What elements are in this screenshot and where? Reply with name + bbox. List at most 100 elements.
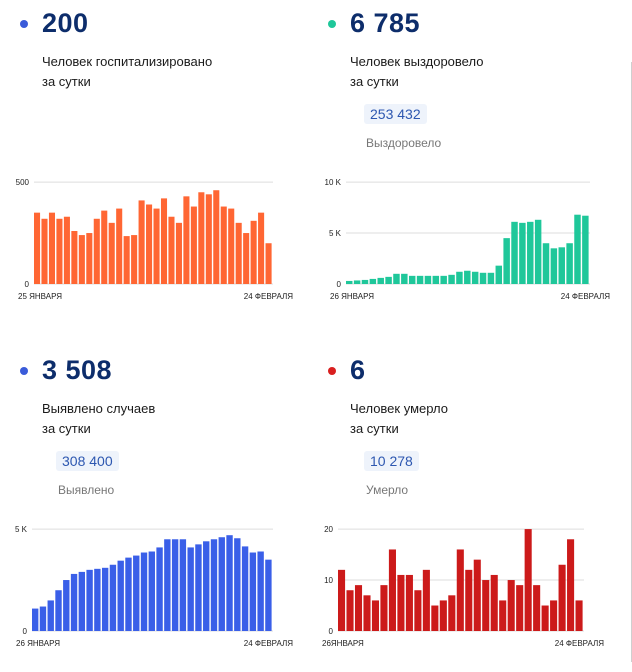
bar [228, 208, 235, 284]
bar [71, 231, 78, 284]
bar [235, 222, 242, 284]
bar [533, 585, 541, 631]
y-tick-label: 10 K [325, 178, 342, 187]
bar [408, 275, 416, 284]
bar [431, 605, 439, 631]
bar [234, 538, 241, 631]
bar [499, 600, 507, 631]
bar [78, 571, 86, 631]
bar [241, 546, 249, 631]
y-tick-label: 10 [324, 576, 333, 585]
y-tick-label: 20 [324, 525, 333, 534]
x-start-label: 26 ЯНВАРЯ [16, 639, 60, 648]
cases-total-label: Выявлено [58, 483, 115, 497]
bar [346, 280, 353, 284]
caption-line-2: за сутки [42, 74, 91, 89]
hospitalized-caption: Человек госпитализировано за сутки [42, 52, 282, 92]
bar [503, 238, 510, 284]
bar [490, 574, 498, 631]
y-tick-label: 0 [329, 627, 334, 636]
bar [218, 537, 225, 631]
bar [567, 539, 575, 631]
bar [265, 243, 272, 284]
bar [524, 529, 532, 631]
y-tick-label: 0 [23, 627, 28, 636]
bullet-dot [328, 20, 336, 28]
bar [380, 585, 388, 631]
bar [393, 273, 400, 284]
x-start-label: 25 ЯНВАРЯ [18, 292, 62, 301]
bar [432, 275, 440, 284]
recovered-chart: 0 5 K 10 K 26 ЯНВАРЯ 24 ФЕВРАЛЯ [325, 178, 611, 301]
bar [94, 568, 101, 631]
bar [213, 190, 220, 284]
bar [582, 215, 589, 284]
caption-line-2: за сутки [350, 74, 399, 89]
x-end-label: 24 ФЕВРАЛЯ [561, 292, 610, 301]
y-tick-label: 5 K [329, 229, 342, 238]
bar [183, 196, 190, 284]
bar [109, 564, 117, 631]
deaths-count: 6 [350, 355, 366, 385]
bar [566, 243, 573, 284]
bar [439, 600, 447, 631]
caption-line-2: за сутки [42, 421, 91, 436]
caption-line-1: Человек выздоровело [350, 54, 484, 69]
y-tick-label: 0 [337, 280, 342, 289]
bar [32, 608, 39, 631]
bar [131, 235, 138, 284]
bar [456, 549, 464, 631]
deaths-caption: Человек умерло за сутки [350, 399, 590, 439]
bar [354, 585, 363, 631]
recovered-panel: 6 785 Человек выздоровело за сутки 253 4… [308, 0, 611, 325]
bar [534, 219, 542, 284]
bullet-dot [20, 20, 28, 28]
bar [424, 275, 432, 284]
bar [171, 539, 179, 631]
bar [527, 221, 534, 284]
bar [101, 210, 108, 284]
bar [198, 192, 205, 284]
bar [47, 600, 54, 631]
bar [385, 276, 392, 284]
bar [250, 220, 257, 284]
bar [123, 236, 130, 284]
bar [456, 271, 463, 284]
bar [108, 222, 115, 284]
bar [405, 574, 413, 631]
bar [175, 222, 182, 284]
bar [464, 270, 471, 284]
bar [440, 275, 447, 284]
bar [471, 271, 479, 284]
cases-panel: 3 508 Выявлено случаев за сутки 308 400 … [0, 347, 300, 672]
bar [86, 233, 93, 284]
bar [55, 590, 62, 631]
bar [140, 552, 148, 631]
bar [511, 221, 518, 284]
bar [116, 208, 123, 284]
bar [479, 272, 487, 284]
bar [361, 279, 369, 284]
bar [168, 216, 175, 284]
x-end-label: 24 ФЕВРАЛЯ [555, 639, 604, 648]
bar [160, 198, 168, 284]
bar [519, 222, 526, 284]
bar [397, 574, 405, 631]
bar [346, 590, 354, 631]
bar [34, 212, 41, 284]
bar [205, 194, 212, 284]
bar [63, 216, 70, 284]
cases-total-badge: 308 400 [56, 451, 119, 471]
bar [265, 559, 272, 631]
bar [187, 547, 194, 631]
x-end-label: 24 ФЕВРАЛЯ [244, 639, 293, 648]
bar [156, 547, 163, 631]
bar [39, 606, 47, 631]
bar [414, 590, 422, 631]
bar [473, 559, 481, 631]
caption-line-1: Человек госпитализировано [42, 54, 213, 69]
deaths-panel: 6 Человек умерло за сутки 10 278 Умерло … [308, 347, 608, 672]
bar [422, 569, 430, 631]
bar [550, 600, 558, 631]
y-tick-label: 500 [16, 178, 30, 187]
